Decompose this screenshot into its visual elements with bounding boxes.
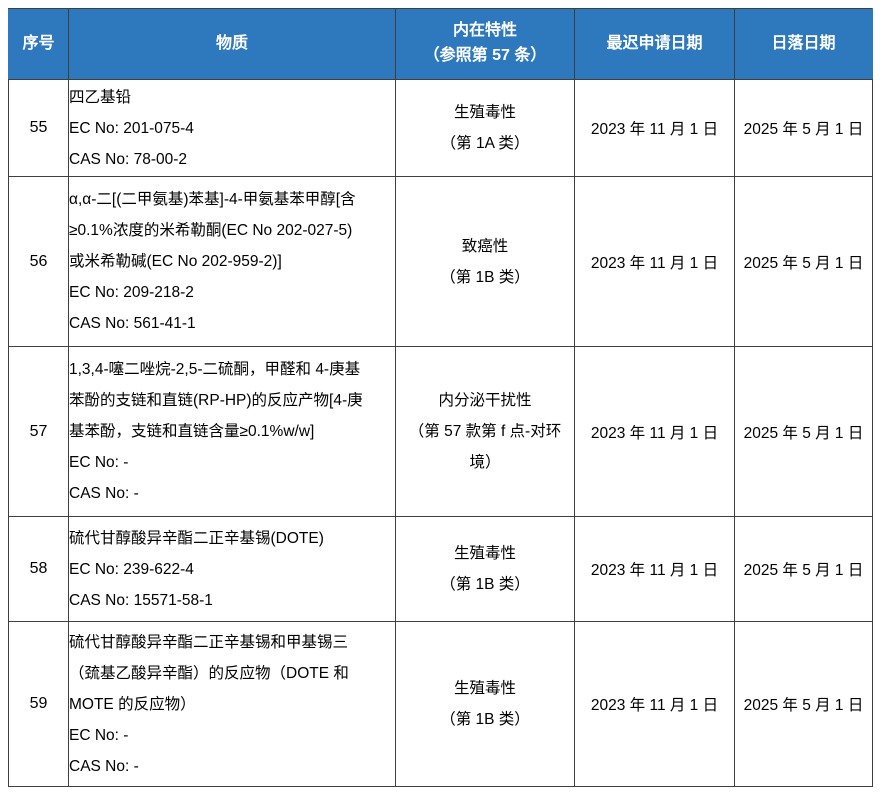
property-line: 生殖毒性 bbox=[453, 545, 516, 562]
table-body: 55 四乙基铅 EC No: 201-075-4 CAS No: 78-00-2… bbox=[8, 79, 873, 787]
column-header-serial-number: 序号 bbox=[8, 8, 69, 80]
cell-intrinsic-property: 内分泌干扰性 （第 57 款第 f 点-对环 境） bbox=[395, 346, 575, 517]
cell-substance: α,α-二[(二甲氨基)苯基]-4-甲氨基苯甲醇[含 ≥0.1%浓度的米希勒酮(… bbox=[68, 176, 396, 347]
cell-sunset-date: 2025 年 5 月 1 日 bbox=[734, 79, 873, 177]
cell-latest-application-date: 2023 年 11 月 1 日 bbox=[574, 346, 735, 517]
substance-line: 四乙基铅 bbox=[69, 88, 132, 106]
cell-substance: 硫代甘醇酸异辛酯二正辛基锡(DOTE) EC No: 239-622-4 CAS… bbox=[68, 516, 396, 622]
column-header-latest-application-date: 最迟申请日期 bbox=[574, 8, 735, 80]
substance-cas-no: CAS No: - bbox=[69, 485, 139, 502]
substance-line: ≥0.1%浓度的米希勒酮(EC No 202-027-5) bbox=[69, 222, 353, 239]
substance-cas-no: CAS No: - bbox=[69, 757, 139, 775]
substance-ec-no: EC No: 209-218-2 bbox=[69, 284, 194, 301]
property-line: 致癌性 bbox=[461, 237, 509, 255]
svhc-table-container: 序号 物质 内在特性 （参照第 57 条） 最迟申请日期 日落日期 55 bbox=[8, 8, 873, 787]
substance-line: 1,3,4-噻二唑烷-2,5-二硫酮，甲醛和 4-庚基 bbox=[69, 361, 361, 378]
substance-line: α,α-二[(二甲氨基)苯基]-4-甲氨基苯甲醇[含 bbox=[69, 191, 356, 208]
cell-substance: 硫代甘醇酸异辛酯二正辛基锡和甲基锡三 （巯基乙酸异辛酯）的反应物（DOTE 和 … bbox=[68, 621, 396, 787]
table-row: 56 α,α-二[(二甲氨基)苯基]-4-甲氨基苯甲醇[含 ≥0.1%浓度的米希… bbox=[8, 176, 873, 347]
substance-line: 硫代甘醇酸异辛酯二正辛基锡(DOTE) bbox=[69, 529, 324, 547]
substance-cas-no: CAS No: 561-41-1 bbox=[69, 315, 196, 332]
substance-line: MOTE 的反应物） bbox=[69, 695, 196, 713]
substance-line: 硫代甘醇酸异辛酯二正辛基锡和甲基锡三 bbox=[69, 633, 349, 651]
property-line: 生殖毒性 bbox=[453, 104, 516, 121]
cell-serial-number: 55 bbox=[8, 79, 69, 177]
cell-substance: 1,3,4-噻二唑烷-2,5-二硫酮，甲醛和 4-庚基 苯酚的支链和直链(RP-… bbox=[68, 346, 396, 517]
cell-sunset-date: 2025 年 5 月 1 日 bbox=[734, 346, 873, 517]
cell-substance: 四乙基铅 EC No: 201-075-4 CAS No: 78-00-2 bbox=[68, 79, 396, 177]
cell-intrinsic-property: 生殖毒性 （第 1B 类） bbox=[395, 516, 575, 622]
cell-latest-application-date: 2023 年 11 月 1 日 bbox=[574, 79, 735, 177]
column-header-substance: 物质 bbox=[68, 8, 396, 80]
column-header-sunset-date: 日落日期 bbox=[734, 8, 873, 80]
property-category: （第 1B 类） bbox=[440, 268, 530, 286]
column-header-latest-application-date-line-1: 最迟申请日期 bbox=[606, 34, 703, 52]
cell-sunset-date: 2025 年 5 月 1 日 bbox=[734, 516, 873, 622]
cell-latest-application-date: 2023 年 11 月 1 日 bbox=[574, 176, 735, 347]
substance-cas-no: CAS No: 78-00-2 bbox=[69, 150, 188, 168]
cell-serial-number: 59 bbox=[8, 621, 69, 787]
property-category-cont: 境） bbox=[469, 454, 501, 471]
cell-sunset-date: 2025 年 5 月 1 日 bbox=[734, 621, 873, 787]
property-category: （第 1A 类） bbox=[440, 135, 530, 152]
cell-intrinsic-property: 致癌性 （第 1B 类） bbox=[395, 176, 575, 347]
table-row: 58 硫代甘醇酸异辛酯二正辛基锡(DOTE) EC No: 239-622-4 … bbox=[8, 516, 873, 622]
cell-serial-number: 56 bbox=[8, 176, 69, 347]
cell-latest-application-date: 2023 年 11 月 1 日 bbox=[574, 621, 735, 787]
svhc-candidate-list-table: 序号 物质 内在特性 （参照第 57 条） 最迟申请日期 日落日期 55 bbox=[8, 8, 873, 787]
column-header-serial-number-line-1: 序号 bbox=[22, 34, 55, 52]
column-header-sunset-date-line-1: 日落日期 bbox=[771, 34, 836, 52]
table-header: 序号 物质 内在特性 （参照第 57 条） 最迟申请日期 日落日期 bbox=[8, 8, 873, 80]
table-row: 55 四乙基铅 EC No: 201-075-4 CAS No: 78-00-2… bbox=[8, 79, 873, 177]
cell-intrinsic-property: 生殖毒性 （第 1A 类） bbox=[395, 79, 575, 177]
column-header-intrinsic-property-line-1: 内在特性 bbox=[452, 22, 517, 40]
property-category: （第 1B 类） bbox=[440, 711, 530, 728]
substance-cas-no: CAS No: 15571-58-1 bbox=[69, 591, 213, 609]
table-row: 59 硫代甘醇酸异辛酯二正辛基锡和甲基锡三 （巯基乙酸异辛酯）的反应物（DOTE… bbox=[8, 621, 873, 787]
cell-serial-number: 57 bbox=[8, 346, 69, 517]
substance-line: （巯基乙酸异辛酯）的反应物（DOTE 和 bbox=[69, 664, 349, 682]
column-header-intrinsic-property: 内在特性 （参照第 57 条） bbox=[395, 8, 575, 80]
cell-latest-application-date: 2023 年 11 月 1 日 bbox=[574, 516, 735, 622]
property-category: （第 1B 类） bbox=[440, 576, 530, 593]
cell-serial-number: 58 bbox=[8, 516, 69, 622]
cell-intrinsic-property: 生殖毒性 （第 1B 类） bbox=[395, 621, 575, 787]
substance-ec-no: EC No: - bbox=[69, 726, 129, 744]
cell-sunset-date: 2025 年 5 月 1 日 bbox=[734, 176, 873, 347]
substance-ec-no: EC No: - bbox=[69, 454, 129, 471]
property-line: 生殖毒性 bbox=[453, 680, 516, 697]
substance-line: 苯酚的支链和直链(RP-HP)的反应产物[4-庚 bbox=[69, 392, 363, 409]
table-row: 57 1,3,4-噻二唑烷-2,5-二硫酮，甲醛和 4-庚基 苯酚的支链和直链(… bbox=[8, 346, 873, 517]
property-line: 内分泌干扰性 bbox=[438, 392, 532, 409]
column-header-substance-line-1: 物质 bbox=[215, 34, 248, 52]
property-category: （第 57 款第 f 点-对环 bbox=[408, 423, 562, 440]
table-header-row: 序号 物质 内在特性 （参照第 57 条） 最迟申请日期 日落日期 bbox=[8, 8, 873, 80]
substance-ec-no: EC No: 239-622-4 bbox=[69, 560, 194, 578]
substance-line: 或米希勒碱(EC No 202-959-2)] bbox=[69, 253, 282, 270]
substance-ec-no: EC No: 201-075-4 bbox=[69, 119, 194, 137]
column-header-intrinsic-property-line-2: （参照第 57 条） bbox=[423, 47, 547, 64]
substance-line: 基苯酚，支链和直链含量≥0.1%w/w] bbox=[69, 423, 315, 440]
